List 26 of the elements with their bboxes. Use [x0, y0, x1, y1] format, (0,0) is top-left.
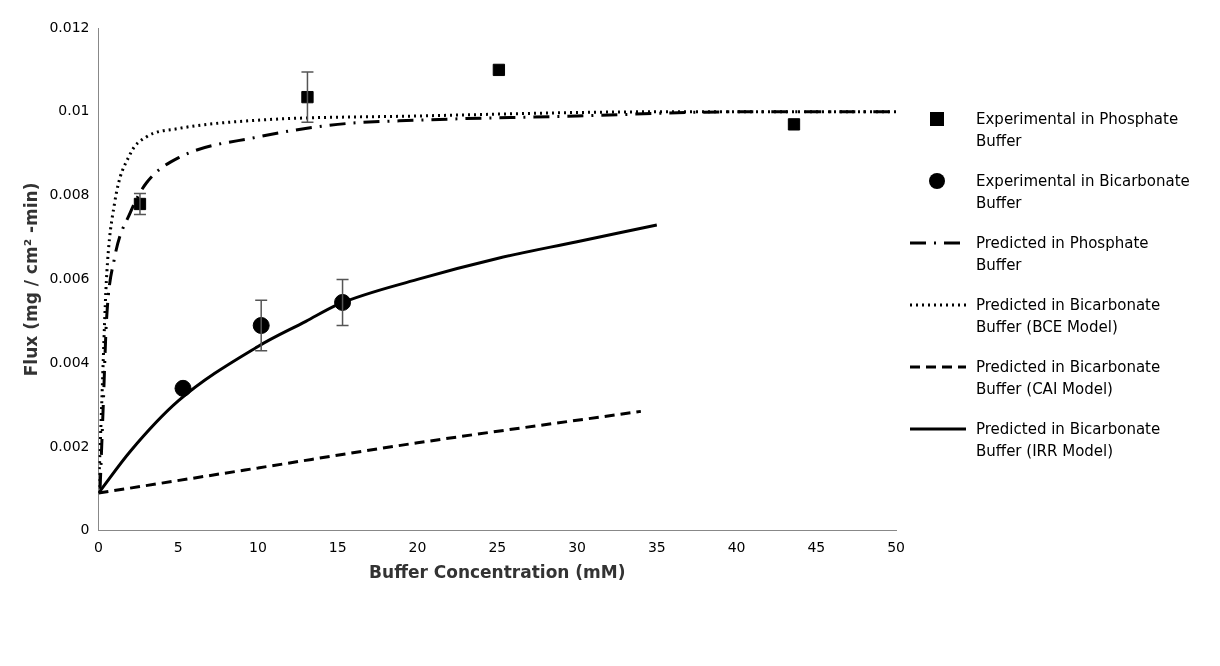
legend-label: Experimental in Bicarbonate Buffer [976, 171, 1191, 214]
x-tick-label: 40 [727, 538, 746, 555]
x-tick-label: 0 [94, 538, 103, 555]
x-tick-label: 5 [173, 538, 183, 555]
y-tick-label: 0.008 [49, 186, 90, 203]
x-tick-label: 35 [647, 538, 666, 555]
legend-label: Predicted in Phosphate Buffer [976, 233, 1150, 276]
x-tick-label: 20 [408, 538, 427, 555]
x-tick-label: 10 [249, 538, 267, 555]
x-tick-label: 30 [568, 538, 586, 555]
y-tick-label: 0.004 [49, 353, 90, 370]
legend-label: Predicted in Bicarbonate Buffer (BCE Model) [976, 295, 1162, 338]
x-tick-label: 25 [488, 538, 507, 555]
y-tick-label: 0.006 [49, 270, 90, 287]
y-axis-title: Flux (mg / cm² -min) [20, 182, 41, 377]
y-tick-label: 0.01 [58, 102, 90, 119]
legend-label: Predicted in Bicarbonate Buffer (CAI Model) [976, 357, 1162, 400]
y-tick-label: 0 [80, 521, 90, 538]
y-tick-label: 0.012 [49, 18, 90, 35]
legend-label: Predicted in Bicarbonate Buffer (IRR Model) [976, 419, 1162, 462]
y-tick-label: 0.002 [49, 437, 90, 454]
x-axis-title: Buffer Concentration (mM) [369, 562, 626, 583]
x-tick-label: 45 [807, 538, 826, 555]
x-tick-label: 50 [887, 538, 906, 555]
legend-label: Experimental in Phosphate Buffer [976, 109, 1180, 152]
x-tick-label: 15 [328, 538, 347, 555]
